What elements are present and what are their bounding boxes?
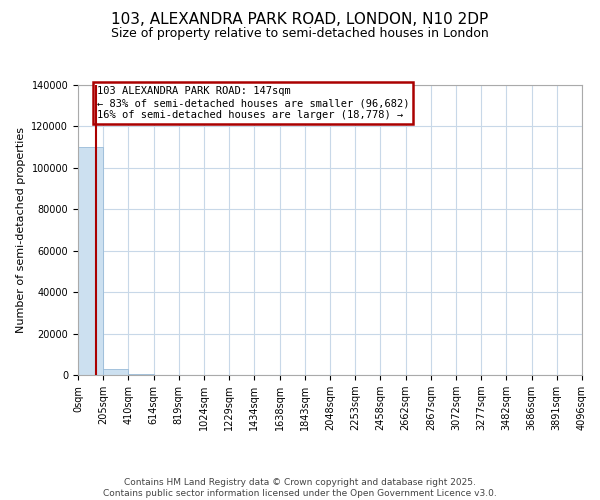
Text: Size of property relative to semi-detached houses in London: Size of property relative to semi-detach… (111, 28, 489, 40)
Text: 103, ALEXANDRA PARK ROAD, LONDON, N10 2DP: 103, ALEXANDRA PARK ROAD, LONDON, N10 2D… (112, 12, 488, 28)
Bar (78, 147, 103, 375)
Y-axis label: Number of semi-detached properties: Number of semi-detached properties (16, 127, 26, 333)
Text: Contains HM Land Registry data © Crown copyright and database right 2025.
Contai: Contains HM Land Registry data © Crown c… (103, 478, 497, 498)
Bar (103, 369, 128, 375)
Bar (128, 374, 154, 375)
Text: 103 ALEXANDRA PARK ROAD: 147sqm
← 83% of semi-detached houses are smaller (96,68: 103 ALEXANDRA PARK ROAD: 147sqm ← 83% of… (97, 86, 409, 120)
